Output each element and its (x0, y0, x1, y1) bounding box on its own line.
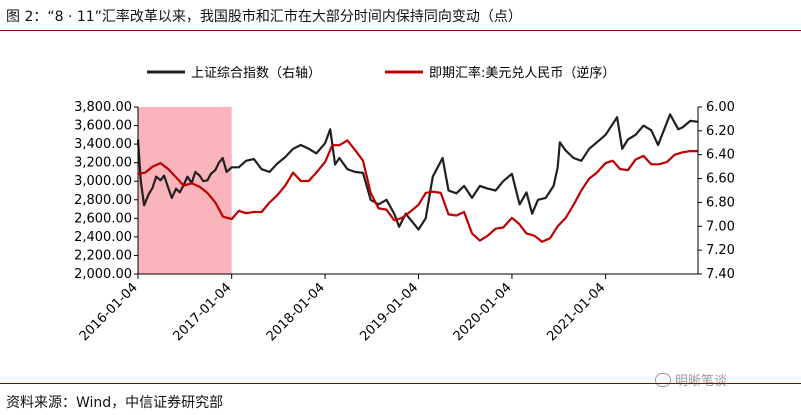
left-tick-label: 2,200.00 (74, 248, 132, 263)
figure-title: 图 2：“8 · 11”汇率改革以来，我国股市和汇市在大部分时间内保持同向变动（… (6, 9, 522, 25)
legend: 上证综合指数（右轴） 即期汇率:美元兑人民币（逆序） (147, 65, 615, 81)
left-tick-label: 3,200.00 (74, 156, 132, 171)
right-axis: 6.00 6.20 6.40 6.60 6.80 7.00 7.20 7.40 (697, 100, 735, 282)
right-tick-label: 7.20 (706, 243, 735, 258)
x-tick-label: 2019-01-04 (357, 280, 421, 344)
source-note: 资料来源：Wind，中信证券研究部 (6, 395, 224, 411)
left-tick-label: 2,000.00 (74, 267, 132, 282)
right-tick-label: 6.00 (706, 100, 735, 115)
left-tick-label: 2,800.00 (74, 193, 132, 208)
left-tick-label: 2,600.00 (74, 211, 132, 226)
legend-label-sse-index: 上证综合指数（右轴） (191, 66, 321, 81)
left-tick-label: 3,400.00 (74, 137, 132, 152)
watermark-label: 明晰笔谈 (675, 374, 728, 389)
highlight-region (138, 107, 232, 274)
x-tick-label: 2018-01-04 (264, 280, 328, 344)
wechat-icon (655, 372, 671, 387)
right-tick-label: 7.40 (706, 267, 735, 282)
legend-label-usdcny: 即期汇率:美元兑人民币（逆序） (429, 65, 615, 81)
plot-area (136, 107, 699, 274)
x-tick-label: 2017-01-04 (170, 280, 234, 344)
x-axis: 2016-01-04 2017-01-04 2018-01-04 2019-01-04… (77, 273, 698, 344)
left-tick-label: 2,400.00 (74, 230, 132, 245)
right-tick-label: 6.20 (706, 124, 735, 139)
x-tick-label: 2016-01-04 (77, 280, 141, 344)
left-tick-label: 3,000.00 (74, 174, 132, 189)
right-tick-label: 6.40 (706, 148, 735, 163)
top-rule (0, 30, 801, 31)
left-tick-label: 3,600.00 (74, 119, 132, 134)
left-tick-label: 3,800.00 (74, 100, 132, 115)
left-axis: 2,000.00 2,200.00 2,400.00 2,600.00 2,800.00… (74, 100, 139, 282)
x-tick-label: 2020-01-04 (451, 280, 515, 344)
right-tick-label: 6.80 (706, 195, 735, 210)
right-tick-label: 6.60 (706, 172, 735, 187)
watermark: 明晰笔谈 (655, 370, 727, 389)
x-tick-label: 2021-01-04 (544, 280, 608, 344)
bottom-rule (0, 383, 801, 384)
series-line-usdcny (137, 139, 698, 243)
right-tick-label: 7.00 (706, 219, 735, 234)
